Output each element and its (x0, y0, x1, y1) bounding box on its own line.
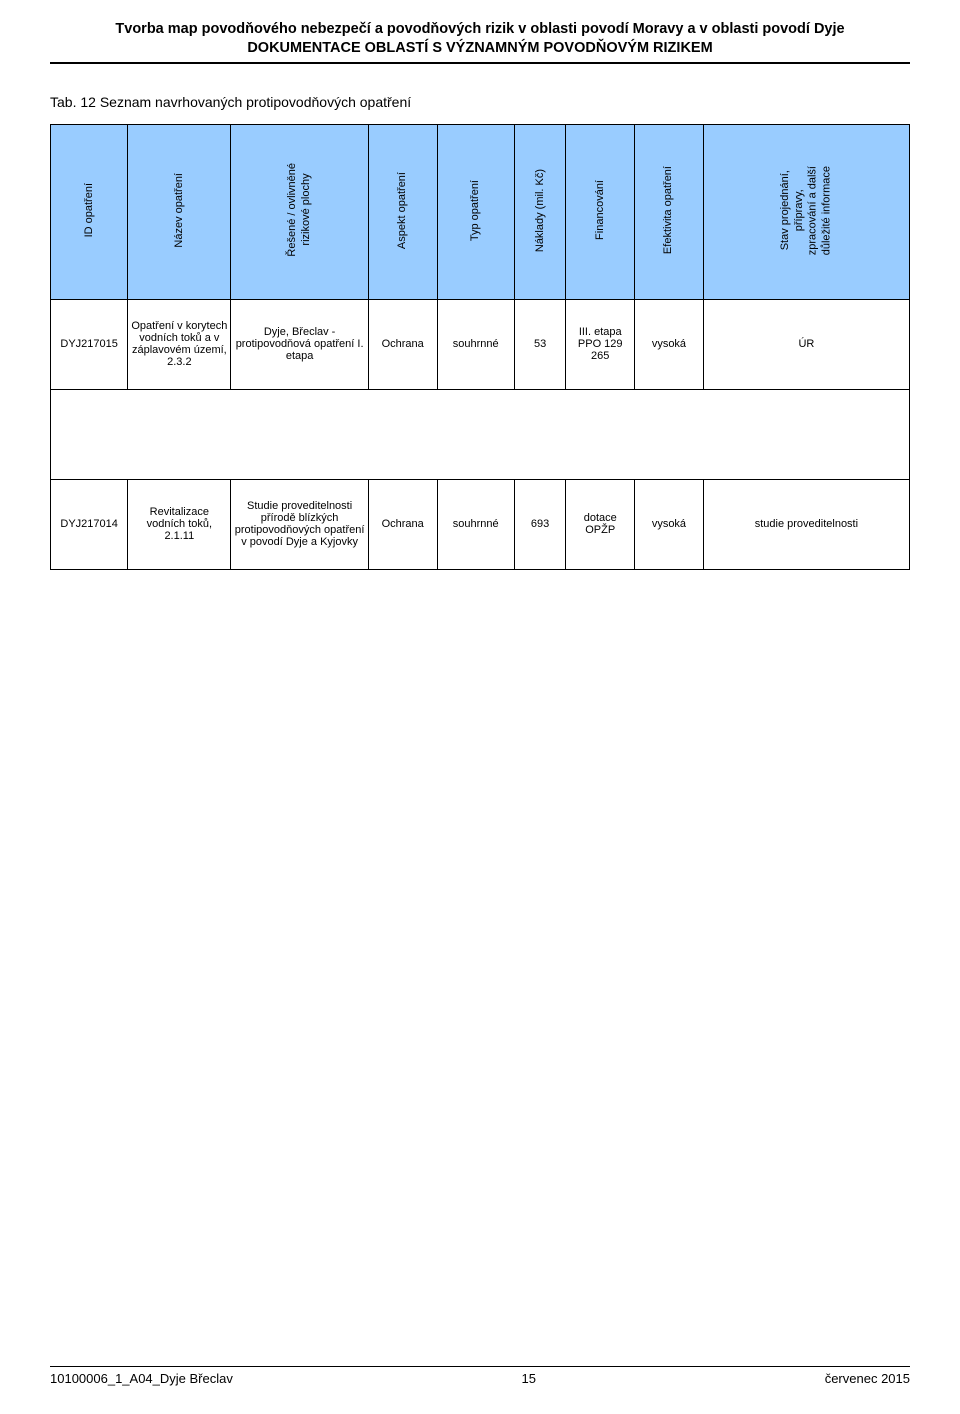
th-id-label: ID opatření (83, 183, 96, 237)
th-typ: Typ opatření (437, 124, 514, 299)
cell-efekt: vysoká (635, 299, 704, 389)
table-caption: Tab. 12 Seznam navrhovaných protipovodňo… (50, 94, 910, 110)
th-naklady-label: Náklady (mil. Kč) (534, 169, 547, 252)
spacer-row (51, 389, 910, 479)
cell-aspekt: Ochrana (368, 299, 437, 389)
cell-resene: Studie proveditelnosti přírodě blízkých … (231, 479, 368, 569)
cell-financ: III. etapa PPO 129 265 (566, 299, 635, 389)
cell-naklady: 53 (514, 299, 566, 389)
page-footer: 10100006_1_A04_Dyje Břeclav 15 červenec … (50, 1366, 910, 1386)
table-body: DYJ217015 Opatření v korytech vodních to… (51, 299, 910, 569)
table-head: ID opatření Název opatření Řešené / ovli… (51, 124, 910, 299)
th-aspekt: Aspekt opatření (368, 124, 437, 299)
header-line-2: DOKUMENTACE OBLASTÍ S VÝZNAMNÝM POVODŇOV… (50, 39, 910, 58)
th-stav-label: Stav projednání,přípravy,zpracování a da… (779, 166, 834, 255)
measures-table: ID opatření Název opatření Řešené / ovli… (50, 124, 910, 570)
cell-stav: ÚR (703, 299, 909, 389)
footer-right: červenec 2015 (825, 1371, 910, 1386)
cell-id: DYJ217014 (51, 479, 128, 569)
th-typ-label: Typ opatření (469, 180, 482, 241)
cell-efekt: vysoká (635, 479, 704, 569)
th-efekt: Efektivita opatření (635, 124, 704, 299)
header-line-1: Tvorba map povodňového nebezpečí a povod… (50, 20, 910, 39)
th-nazev-label: Název opatření (173, 173, 186, 248)
th-naklady: Náklady (mil. Kč) (514, 124, 566, 299)
cell-typ: souhrnné (437, 479, 514, 569)
th-financ-label: Financování (594, 180, 607, 240)
th-resene: Řešené / ovlivněnérizikové plochy (231, 124, 368, 299)
cell-naklady: 693 (514, 479, 566, 569)
table-row: DYJ217014 Revitalizace vodních toků, 2.1… (51, 479, 910, 569)
th-id: ID opatření (51, 124, 128, 299)
cell-nazev: Opatření v korytech vodních toků a v záp… (128, 299, 231, 389)
th-stav: Stav projednání,přípravy,zpracování a da… (703, 124, 909, 299)
cell-aspekt: Ochrana (368, 479, 437, 569)
cell-resene: Dyje, Břeclav - protipovodňová opatření … (231, 299, 368, 389)
th-aspekt-label: Aspekt opatření (396, 172, 409, 249)
th-resene-label: Řešené / ovlivněnérizikové plochy (286, 163, 314, 257)
footer-center: 15 (522, 1371, 536, 1386)
footer-left: 10100006_1_A04_Dyje Břeclav (50, 1371, 233, 1386)
spacer-cell (51, 389, 910, 479)
cell-id: DYJ217015 (51, 299, 128, 389)
cell-nazev: Revitalizace vodních toků, 2.1.11 (128, 479, 231, 569)
th-efekt-label: Efektivita opatření (662, 166, 675, 254)
th-financ: Financování (566, 124, 635, 299)
table-row: DYJ217015 Opatření v korytech vodních to… (51, 299, 910, 389)
th-nazev: Název opatření (128, 124, 231, 299)
cell-stav: studie proveditelnosti (703, 479, 909, 569)
header-rule (50, 62, 910, 64)
cell-typ: souhrnné (437, 299, 514, 389)
header-row: ID opatření Název opatření Řešené / ovli… (51, 124, 910, 299)
cell-financ: dotace OPŽP (566, 479, 635, 569)
page-header: Tvorba map povodňového nebezpečí a povod… (50, 20, 910, 58)
